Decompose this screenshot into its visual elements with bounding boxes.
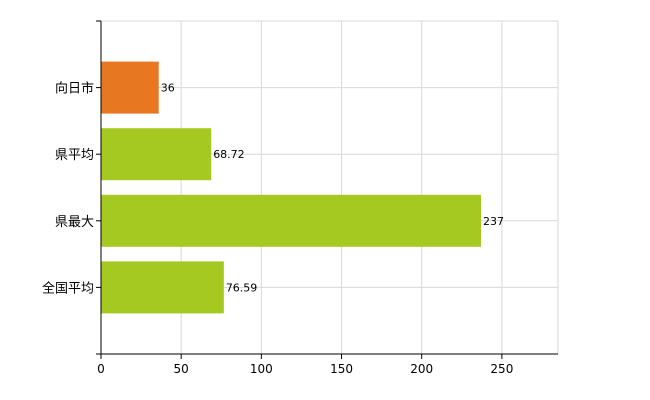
category-label-2: 県平均 (55, 148, 94, 163)
bar-3 (101, 194, 482, 247)
data-label-1: 36 (161, 82, 175, 95)
data-label-4: 76.59 (226, 281, 258, 294)
data-label-2: 68.72 (213, 148, 245, 161)
x-tick-label-6: 250 (490, 362, 513, 376)
category-label-1: 向日市 (55, 81, 94, 97)
category-label-3: 県最大 (55, 215, 94, 230)
category-label-4: 全国平均 (42, 280, 94, 296)
x-tick-label-5: 200 (410, 362, 433, 376)
bar-2 (101, 128, 212, 181)
x-tick-label-2: 50 (174, 362, 189, 376)
data-label-3: 237 (483, 215, 504, 228)
x-tick-label-3: 100 (250, 362, 273, 376)
bar-1 (101, 61, 159, 114)
bar-4 (101, 261, 224, 314)
x-tick-label-1: 0 (97, 362, 105, 376)
x-tick-label-4: 150 (330, 362, 353, 376)
